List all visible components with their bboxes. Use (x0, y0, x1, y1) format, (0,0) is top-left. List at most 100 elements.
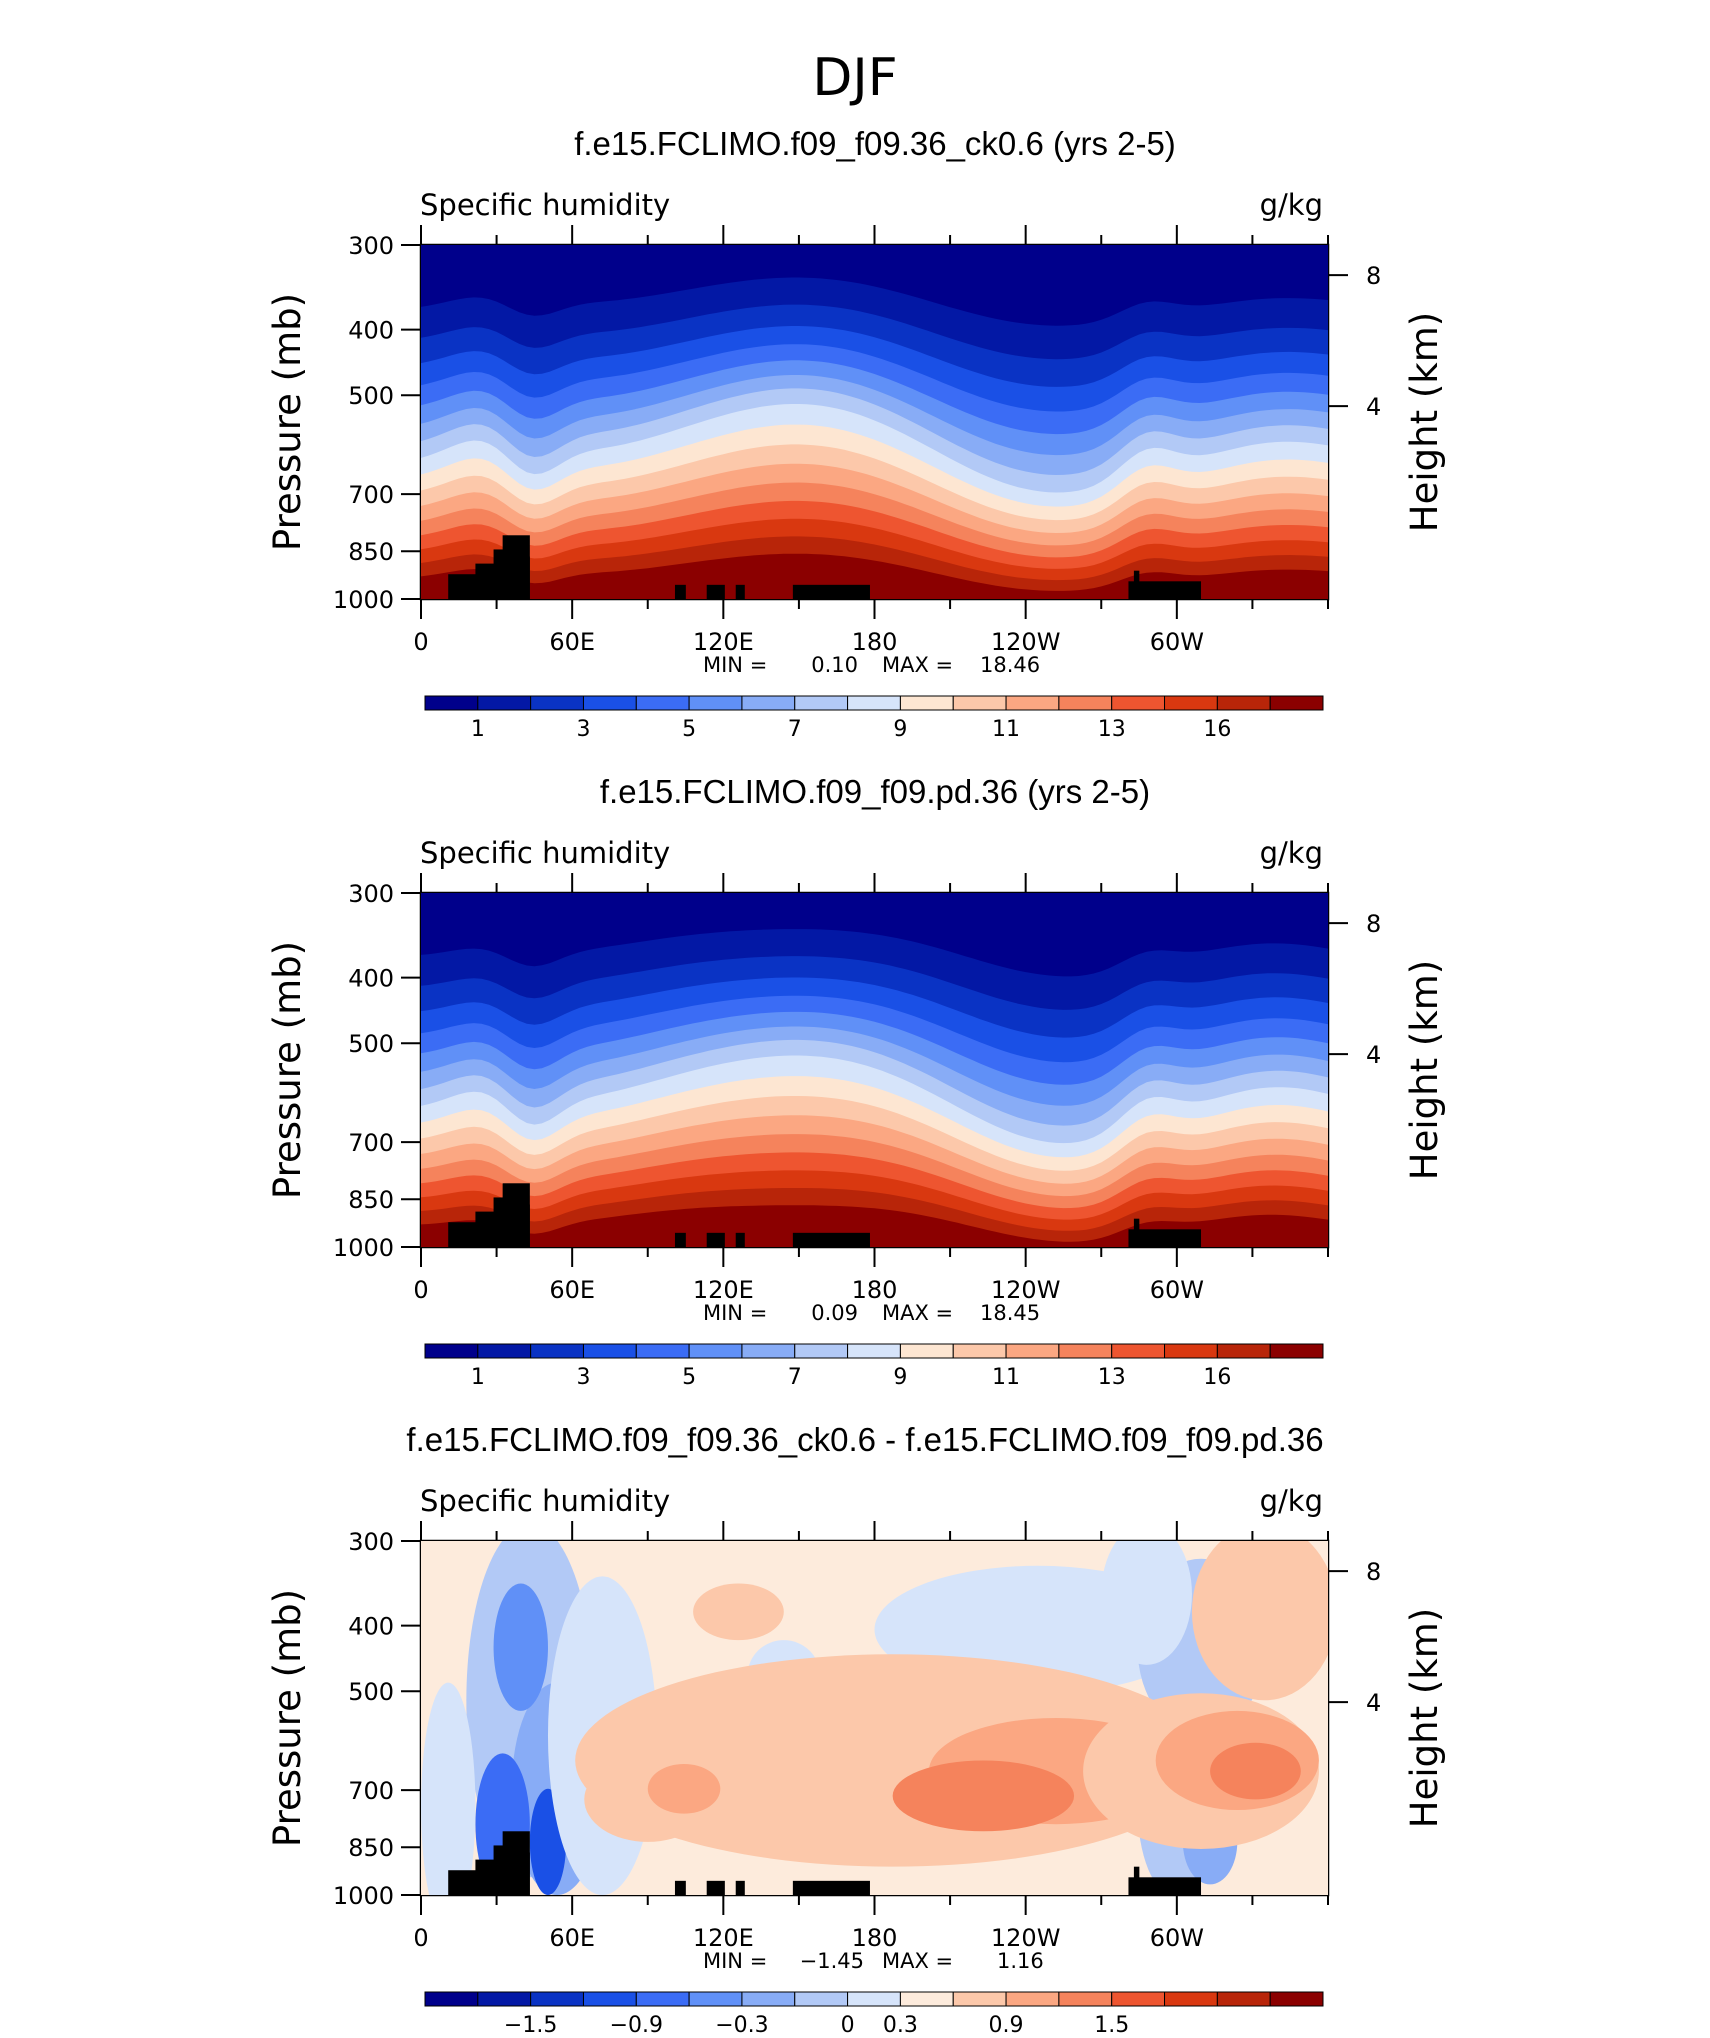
colorbar-tick-label: 13 (1098, 717, 1126, 742)
colorbar-tick-label: 16 (1203, 717, 1231, 742)
colorbar-swatch (530, 1343, 584, 1359)
topography-mask (516, 1852, 530, 1895)
contour-band (421, 1205, 1328, 1247)
colorbar-swatch (1111, 1343, 1166, 1359)
contour-band (693, 1583, 784, 1641)
colorbar-tick-label: 1.5 (1094, 2013, 1129, 2038)
colorbar-swatch (1111, 1991, 1166, 2007)
contour-band (421, 553, 1328, 599)
colorbar-swatch (582, 1991, 637, 2007)
y-tick-label: 400 (348, 965, 394, 993)
colorbar-tick-label: 11 (992, 1365, 1020, 1390)
x-tick-label: 60E (549, 1924, 595, 1952)
colorbar-tick-label: 1 (471, 1365, 485, 1390)
colorbar-swatch (635, 1343, 690, 1359)
variable-label: Specific humidity (420, 836, 670, 870)
topography-mask (706, 1880, 725, 1895)
y-tick-label: 700 (348, 1777, 394, 1805)
colorbar-swatch (1216, 1343, 1271, 1359)
colorbar-swatch (688, 695, 743, 711)
colorbar-swatch (899, 1343, 954, 1359)
y-tick-label: 700 (348, 1129, 394, 1157)
contour-band (493, 1583, 548, 1711)
colorbar-tick-label: 0.9 (989, 2013, 1024, 2038)
colorbar-swatch (847, 1343, 901, 1359)
topography-mask (1133, 570, 1140, 599)
topography-mask (1128, 1229, 1202, 1247)
y-tick-label: 850 (348, 1186, 394, 1214)
contour-field (421, 1541, 1328, 1895)
right-axis-title: Height (km) (1403, 1608, 1446, 1828)
colorbar-swatch (847, 1991, 901, 2007)
x-tick-label: 120E (693, 1276, 754, 1304)
height-tick-label: 4 (1366, 1041, 1381, 1069)
x-tick-label: 120E (693, 628, 754, 656)
y-tick-label: 850 (348, 1834, 394, 1862)
colorbar-tick-label: 0 (841, 2013, 855, 2038)
topography-mask (735, 1232, 745, 1247)
colorbar-swatch (794, 695, 849, 711)
y-tick-label: 400 (348, 1613, 394, 1641)
contour-band (1210, 1742, 1301, 1800)
colorbar-tick-label: 1 (471, 717, 485, 742)
x-tick-label: 120W (991, 628, 1061, 656)
x-tick-label: 180 (852, 628, 898, 656)
colorbar-tick-label: −0.9 (610, 2013, 663, 2038)
y-tick-label: 500 (348, 382, 394, 410)
colorbar-swatch (477, 695, 532, 711)
contour-band (647, 1764, 721, 1814)
max-value: 18.45 (980, 1301, 1040, 1325)
colorbar-swatch (1216, 695, 1271, 711)
y-tick-label: 850 (348, 538, 394, 566)
colorbar-swatch (899, 695, 954, 711)
colorbar-swatch (741, 695, 796, 711)
topography-mask (516, 1204, 530, 1247)
topography-mask (1133, 1866, 1140, 1895)
colorbar-swatch (424, 1991, 479, 2007)
colorbar-swatch (1269, 1991, 1324, 2007)
colorbar-swatch (1058, 695, 1113, 711)
topography-mask (792, 584, 870, 599)
y-tick-label: 700 (348, 481, 394, 509)
y-axis-title: Pressure (mb) (266, 941, 309, 1199)
units-label: g/kg (1260, 188, 1323, 222)
min-value: −1.45 (800, 1949, 864, 1973)
min-value: 0.10 (811, 653, 858, 677)
contour-field (421, 893, 1328, 1247)
contour-band (1191, 1541, 1328, 1701)
topography-mask (674, 1232, 686, 1247)
y-tick-label: 1000 (333, 1234, 394, 1262)
colorbar-tick-label: 3 (576, 717, 590, 742)
topography-mask (674, 1880, 686, 1895)
min-value: 0.09 (811, 1301, 858, 1325)
x-tick-label: 0 (413, 628, 428, 656)
x-tick-label: 60E (549, 1276, 595, 1304)
colorbar-swatch (688, 1991, 743, 2007)
height-tick-label: 8 (1366, 910, 1381, 938)
colorbar-swatch (1111, 695, 1166, 711)
units-label: g/kg (1260, 1484, 1323, 1518)
topography-mask (674, 584, 686, 599)
y-axis-title: Pressure (mb) (266, 1589, 309, 1847)
topography-mask (706, 1232, 725, 1247)
colorbar-tick-label: −0.3 (715, 2013, 768, 2038)
colorbar-swatch (1005, 695, 1060, 711)
x-tick-label: 120W (991, 1924, 1061, 1952)
topography-mask (792, 1232, 870, 1247)
colorbar-swatch (952, 695, 1007, 711)
colorbar-swatch (1058, 1343, 1113, 1359)
panel-title: f.e15.FCLIMO.f09_f09.36_ck0.6 - f.e15.FC… (406, 1421, 1323, 1458)
colorbar-swatch (1058, 1991, 1113, 2007)
x-tick-label: 60W (1150, 628, 1204, 656)
max-label: MAX = (882, 653, 953, 677)
y-tick-label: 500 (348, 1678, 394, 1706)
colorbar-swatch (635, 695, 690, 711)
colorbar-tick-label: 9 (893, 717, 907, 742)
colorbar-swatch (530, 695, 584, 711)
panel-title: f.e15.FCLIMO.f09_f09.36_ck0.6 (yrs 2-5) (574, 125, 1176, 162)
min-label: MIN = (703, 1949, 767, 1973)
contour-band (421, 1682, 476, 1895)
contour-band (1101, 1541, 1192, 1665)
colorbar-swatch (1269, 695, 1324, 711)
